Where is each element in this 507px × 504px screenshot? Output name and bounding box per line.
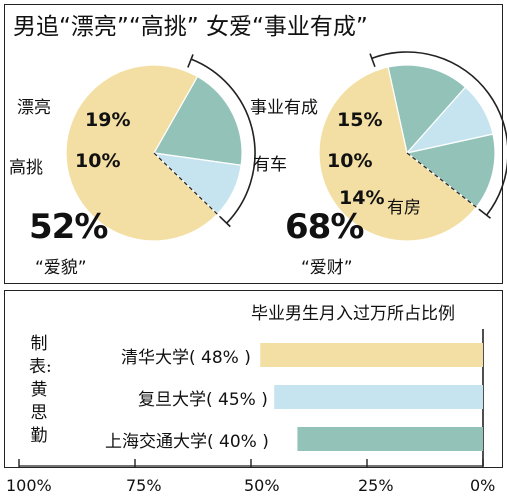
tick-75: 75% <box>126 476 162 495</box>
bar-label-sjtu: 上海交通大学( 40% ) <box>105 432 269 452</box>
pie2-slice-2 <box>405 133 496 209</box>
pie2-value-youche: 10% <box>327 150 373 172</box>
bar-1 <box>274 385 483 409</box>
bar-label-fudan: 复旦大学( 45% ) <box>138 390 268 410</box>
pie1-label-piaoliang: 漂亮 <box>17 98 51 118</box>
bar-0 <box>260 343 483 367</box>
pie1-label-gaotiao: 高挑 <box>9 158 43 178</box>
pie2-bracket <box>371 51 507 216</box>
pie2-value-shiye: 15% <box>337 109 383 131</box>
pie-charts-panel: 男追“漂亮”“高挑” 女爱“事业有成” 漂亮 高挑 19% 10% 52% “爱… <box>4 4 507 284</box>
tick-0: 0% <box>470 476 496 495</box>
tick-100: 100% <box>6 476 52 495</box>
bar-2 <box>297 427 483 451</box>
credit: 制表:黄思勤 <box>29 334 52 446</box>
pie2-slice-0 <box>387 64 467 155</box>
bar-chart-svg <box>18 329 484 467</box>
pie1-group-total: 52% <box>29 207 108 247</box>
pie-charts-svg <box>65 51 507 242</box>
headline: 男追“漂亮”“高挑” 女爱“事业有成” <box>13 14 368 40</box>
pie2-label-youche: 有车 <box>253 155 287 175</box>
tick-50: 50% <box>244 476 280 495</box>
pie1-bracket <box>190 58 256 224</box>
bar-label-tsinghua: 清华大学( 48% ) <box>121 348 251 368</box>
pie2-label-shiye: 事业有成 <box>250 98 318 118</box>
pie2-divider <box>406 152 482 212</box>
pie2-slice-rest <box>318 66 478 242</box>
pie2-value-youfang: 14% <box>339 187 385 209</box>
pie2-label-youfang: 有房 <box>387 198 421 218</box>
pie1-bracket-tick-start <box>187 54 194 68</box>
bar-chart-panel: 毕业男生月入过万所占比例 制表:黄思勤 清华大学( 48% ) 复旦大学( 45… <box>4 290 503 468</box>
pie1-divider <box>153 152 223 219</box>
pie1-bracket-tick-end <box>219 216 231 228</box>
pie2-bracket-tick-start <box>369 53 376 68</box>
pie1-slice-0 <box>153 75 243 166</box>
pie1-value-piaoliang: 19% <box>85 109 131 131</box>
pie2-bracket-tick-end <box>479 209 492 219</box>
pie1-value-gaotiao: 10% <box>75 150 121 172</box>
pie1-slice-rest <box>65 64 219 242</box>
pie2-group-total: 68% <box>285 207 364 247</box>
bar-chart-title: 毕业男生月入过万所占比例 <box>251 304 455 324</box>
pie2-group-label: “爱财” <box>301 258 353 278</box>
pie1-group-label: “爱貌” <box>35 258 87 278</box>
tick-25: 25% <box>358 476 394 495</box>
